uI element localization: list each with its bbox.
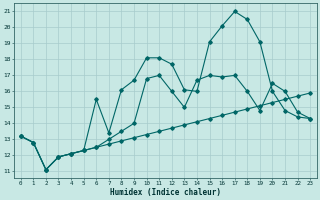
X-axis label: Humidex (Indice chaleur): Humidex (Indice chaleur) <box>110 188 221 197</box>
